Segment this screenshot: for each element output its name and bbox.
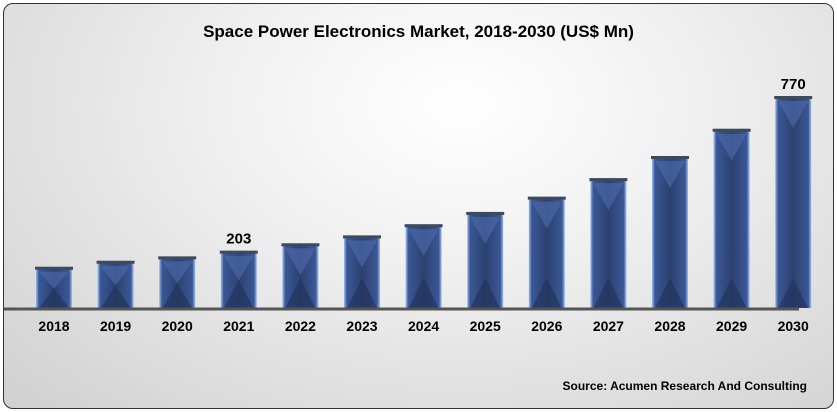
x-tick-label: 2023	[346, 318, 377, 334]
x-tick-label: 2024	[408, 318, 439, 334]
x-tick-label: 2021	[223, 318, 254, 334]
bar-2024	[404, 224, 443, 308]
bar-2029	[712, 128, 751, 308]
bar-2022	[281, 243, 320, 308]
x-tick-label: 2018	[38, 318, 69, 334]
data-label-2021: 203	[226, 231, 251, 248]
x-tick-label: 2020	[162, 318, 193, 334]
bar-chart: 2018 2019 2020 2021 203 2022 2023 2024 2025 2026 2…	[4, 76, 813, 334]
chart-title: Space Power Electronics Market, 2018-203…	[203, 22, 634, 41]
bar-2027	[589, 178, 628, 308]
source-note: Source: Acumen Research And Consulting	[562, 379, 807, 393]
bar-2030	[774, 96, 813, 308]
bar-2026	[527, 196, 566, 308]
bar-2019	[96, 260, 135, 308]
bar-2025	[466, 211, 505, 308]
bar-2021	[219, 250, 258, 308]
chart-frame: Space Power Electronics Market, 2018-203…	[3, 3, 834, 409]
x-tick-label: 2025	[470, 318, 501, 334]
x-tick-label: 2028	[654, 318, 685, 334]
x-tick-label: 2022	[285, 318, 316, 334]
x-tick-label: 2030	[778, 318, 809, 334]
x-tick-label: 2029	[716, 318, 747, 334]
x-tick-label: 2027	[593, 318, 624, 334]
bar-2023	[343, 235, 381, 308]
bar-2028	[651, 156, 689, 308]
bar-2018	[35, 266, 73, 308]
x-tick-label: 2026	[531, 318, 562, 334]
data-label-2030: 770	[781, 76, 806, 93]
bar-2020	[158, 256, 197, 308]
x-tick-label: 2019	[100, 318, 131, 334]
